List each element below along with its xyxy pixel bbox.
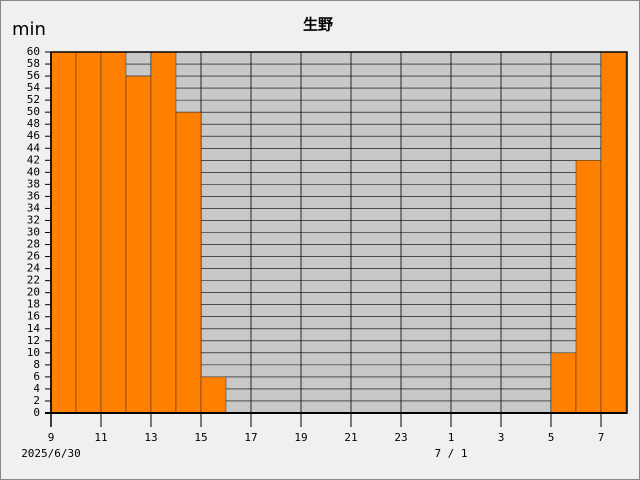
y-tick-label: 60 xyxy=(27,45,40,58)
y-tick-label: 14 xyxy=(27,322,41,335)
y-tick-label: 42 xyxy=(27,153,40,166)
chart-title: 生野 xyxy=(303,16,333,34)
x-tick-label: 5 xyxy=(548,431,555,444)
x-tick-label: 21 xyxy=(344,431,357,444)
x-tick-label: 3 xyxy=(498,431,505,444)
date-label: 2025/6/30 xyxy=(21,447,81,460)
x-tick-label: 9 xyxy=(48,431,55,444)
bar xyxy=(550,352,577,414)
x-tick-label: 7 xyxy=(598,431,605,444)
x-tick-label: 13 xyxy=(144,431,157,444)
y-tick-label: 56 xyxy=(27,69,40,82)
y-tick-label: 28 xyxy=(27,238,40,251)
y-tick-label: 40 xyxy=(27,165,40,178)
y-tick-label: 24 xyxy=(27,262,41,275)
y-tick-label: 30 xyxy=(27,226,40,239)
y-axis-label: min xyxy=(12,19,46,40)
y-tick-label: 18 xyxy=(27,298,40,311)
bar xyxy=(600,51,627,414)
bar xyxy=(75,51,102,414)
bar xyxy=(175,111,202,414)
y-tick-label: 44 xyxy=(27,141,41,154)
y-tick-label: 6 xyxy=(33,370,40,383)
bar xyxy=(100,51,127,414)
y-tick-label: 2 xyxy=(33,394,40,407)
date-label: 7 / 1 xyxy=(434,447,467,460)
x-tick-label: 15 xyxy=(194,431,207,444)
y-tick-label: 38 xyxy=(27,177,40,190)
y-tick-label: 22 xyxy=(27,274,40,287)
x-tick-label: 11 xyxy=(94,431,107,444)
x-tick-label: 19 xyxy=(294,431,307,444)
y-tick-label: 48 xyxy=(27,117,40,130)
x-tick-label: 17 xyxy=(244,431,257,444)
bar xyxy=(150,51,177,414)
plot-border xyxy=(50,51,628,414)
y-tick-label: 36 xyxy=(27,189,40,202)
bar xyxy=(125,75,152,414)
y-tick-label: 32 xyxy=(27,213,40,226)
x-tick-label: 1 xyxy=(448,431,455,444)
y-tick-label: 26 xyxy=(27,250,40,263)
y-tick-label: 4 xyxy=(33,382,40,395)
y-tick-label: 20 xyxy=(27,286,40,299)
x-tick-label: 23 xyxy=(394,431,407,444)
y-tick-label: 34 xyxy=(27,201,41,214)
y-tick-label: 46 xyxy=(27,129,40,142)
y-tick-label: 52 xyxy=(27,93,40,106)
y-tick-label: 0 xyxy=(33,406,40,419)
y-tick-label: 54 xyxy=(27,81,41,94)
y-tick-label: 10 xyxy=(27,346,40,359)
y-tick-label: 16 xyxy=(27,310,40,323)
y-tick-label: 50 xyxy=(27,105,40,118)
bar xyxy=(50,51,77,414)
bar xyxy=(575,160,602,414)
y-tick-label: 12 xyxy=(27,334,40,347)
y-tick-label: 58 xyxy=(27,57,40,70)
bar xyxy=(200,376,227,414)
y-tick-label: 8 xyxy=(33,358,40,371)
